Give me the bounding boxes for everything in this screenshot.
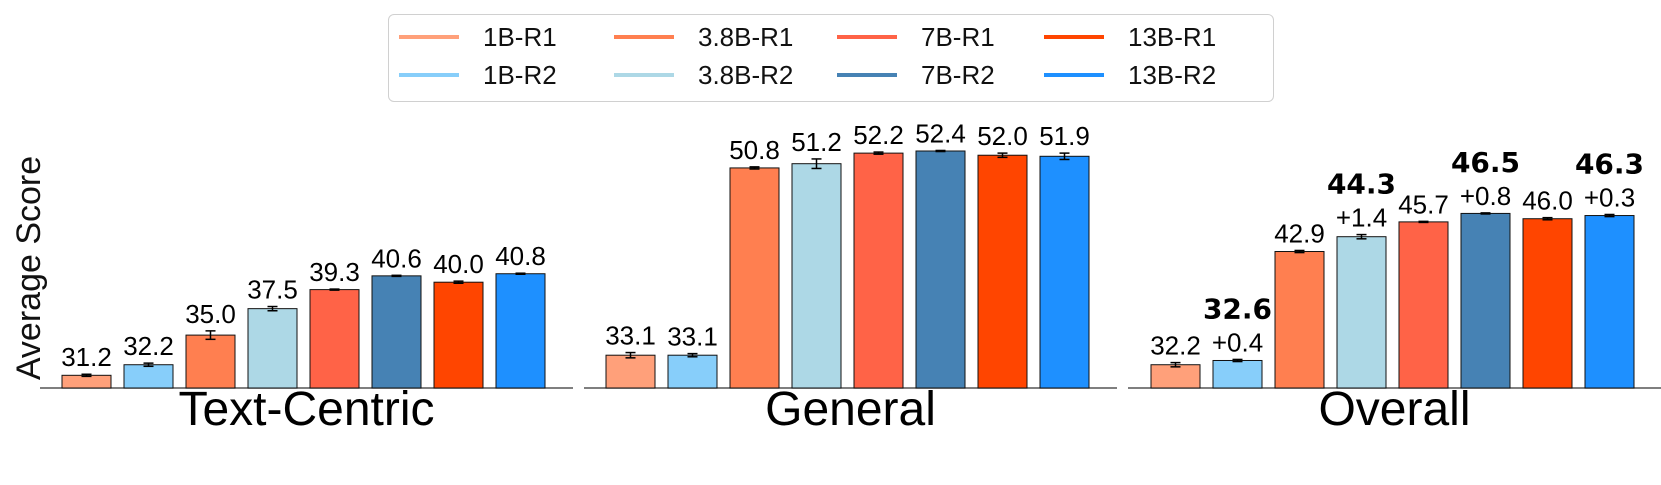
bold-value-label: 44.3 (1327, 168, 1396, 201)
chart-legend: 1B-R1 3.8B-R1 7B-R1 13B-R1 1B-R2 3.8B-R2 7B-R2… (388, 14, 1274, 102)
value-label: 50.8 (729, 135, 780, 165)
legend-label: 13B-R2 (1128, 59, 1217, 90)
value-label: 37.5 (247, 275, 298, 305)
bar (309, 289, 360, 389)
bar (853, 152, 904, 389)
value-label: 33.1 (605, 321, 656, 351)
value-label: 52.0 (977, 121, 1028, 151)
value-label: 46.0 (1522, 186, 1573, 216)
bar (433, 281, 484, 389)
bold-value-label: 32.6 (1203, 292, 1272, 325)
delta-label: +0.4 (1212, 327, 1263, 357)
legend-swatch (837, 73, 897, 77)
legend-swatch (399, 35, 459, 39)
legend-item: 1B-R2 (399, 59, 557, 91)
bar (915, 150, 966, 389)
bar (1039, 155, 1090, 389)
bar (1398, 221, 1449, 389)
category-label: Text-Centric (178, 383, 434, 436)
legend-item: 7B-R1 (837, 21, 995, 53)
legend-item: 1B-R1 (399, 21, 557, 53)
legend-swatch (614, 35, 674, 39)
delta-label: +1.4 (1336, 203, 1387, 233)
bar (1584, 215, 1635, 389)
legend-label: 7B-R2 (921, 59, 995, 90)
value-label: 32.2 (123, 331, 174, 361)
bar (123, 364, 174, 389)
legend-label: 1B-R1 (483, 21, 557, 52)
legend-swatch (837, 35, 897, 39)
value-label: 35.0 (185, 299, 236, 329)
panel-general: General 33.1 33.1 50.8 51.2 52.2 52.4 52.0 51.9 (584, 118, 1117, 436)
legend-label: 7B-R1 (921, 21, 995, 52)
value-label: 40.6 (371, 243, 422, 273)
bar (667, 354, 718, 389)
legend-label: 3.8B-R2 (698, 59, 794, 90)
bar (1274, 251, 1325, 389)
bar (791, 163, 842, 389)
value-label: 32.2 (1150, 331, 1201, 361)
value-label: 51.9 (1039, 121, 1090, 151)
bar (247, 308, 298, 389)
legend-swatch (1044, 73, 1104, 77)
legend-swatch (399, 73, 459, 77)
legend-label: 3.8B-R1 (698, 21, 794, 52)
legend-item: 13B-R1 (1044, 21, 1216, 53)
value-label: 31.2 (61, 342, 112, 372)
value-label: 45.7 (1398, 189, 1449, 219)
delta-label: +0.3 (1584, 182, 1635, 212)
legend-item: 7B-R2 (837, 59, 995, 91)
bar (495, 273, 546, 389)
bar (1212, 359, 1263, 389)
value-label: 52.4 (915, 118, 966, 148)
legend-item: 3.8B-R1 (614, 21, 793, 53)
bar (1522, 218, 1573, 389)
legend-item: 13B-R2 (1044, 59, 1216, 91)
value-label: 33.1 (667, 322, 718, 352)
value-label: 39.3 (309, 257, 360, 287)
bar (1460, 212, 1511, 389)
value-label: 40.8 (495, 241, 546, 271)
legend-swatch (1044, 35, 1104, 39)
bar (185, 334, 236, 389)
value-label: 42.9 (1274, 218, 1325, 248)
legend-item: 3.8B-R2 (614, 59, 793, 91)
value-label: 51.2 (791, 127, 842, 157)
bar (1336, 236, 1387, 389)
value-label: 40.0 (433, 249, 484, 279)
bold-value-label: 46.3 (1575, 147, 1644, 180)
legend-label: 1B-R2 (483, 59, 557, 90)
legend-swatch (614, 73, 674, 77)
legend-label: 13B-R1 (1128, 21, 1217, 52)
bar (729, 167, 780, 389)
bar (605, 354, 656, 389)
category-label: Overall (1318, 383, 1470, 436)
category-label: General (765, 383, 936, 436)
value-label: 52.2 (853, 120, 904, 150)
panel-text-centric: Text-Centric 31.2 32.2 35.0 37.5 39.3 40.6 40.0… (40, 241, 573, 436)
delta-label: +0.8 (1460, 181, 1511, 211)
bar (61, 374, 112, 389)
bar (371, 275, 422, 389)
y-axis-label: Average Score (10, 156, 48, 380)
bold-value-label: 46.5 (1451, 146, 1520, 179)
bar (977, 154, 1028, 389)
bar (1150, 364, 1201, 389)
